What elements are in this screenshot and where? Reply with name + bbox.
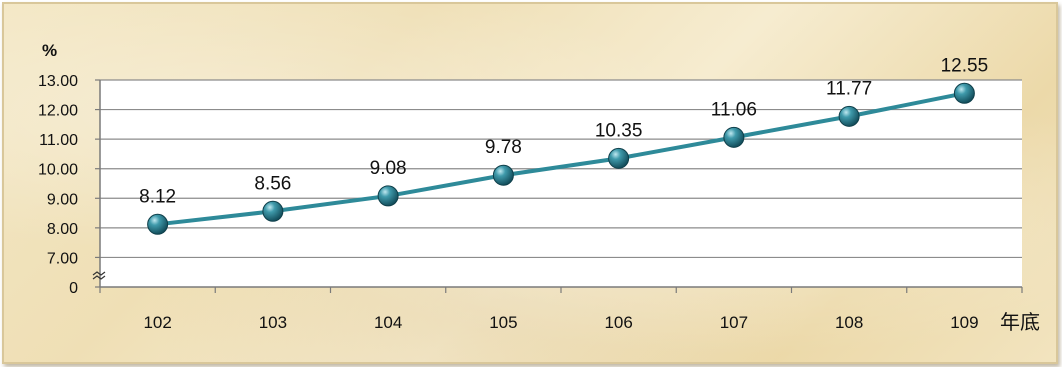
data-label: 11.77	[826, 78, 872, 99]
data-point-marker	[147, 213, 169, 235]
data-label: 11.06	[711, 99, 757, 120]
data-point-marker	[723, 126, 745, 148]
y-tick-label: 9.00	[47, 191, 78, 208]
x-tick-label: 103	[259, 313, 287, 332]
data-label: 9.78	[485, 137, 522, 158]
x-tick-label: 102	[143, 313, 171, 332]
gridlines	[100, 79, 1022, 259]
data-point-marker	[492, 164, 514, 186]
data-labels: 8.12 8.56 9.08 9.78 10.35 11.06 11.77 12.55	[139, 55, 988, 207]
x-tick-label: 109	[950, 313, 978, 332]
y-tick-label: 0	[69, 280, 78, 297]
data-label: 8.12	[139, 186, 176, 207]
x-tick-label: 104	[374, 313, 402, 332]
data-label: 9.08	[370, 158, 407, 179]
data-label: 8.56	[254, 173, 291, 194]
y-tick-label: 11.00	[39, 132, 78, 149]
y-axis-ticks: 13.00 12.00 11.00 10.00 9.00 8.00 7.00 0	[38, 73, 78, 297]
data-point-marker	[953, 82, 975, 104]
y-tick-label: 7.00	[47, 250, 78, 267]
axis-break-stroke	[92, 271, 106, 276]
y-tick-label: 8.00	[47, 221, 78, 238]
axis-break-stroke	[92, 275, 106, 280]
data-label: 10.35	[595, 120, 643, 141]
data-point-marker	[262, 200, 284, 222]
data-point-marker	[838, 105, 860, 127]
series-markers	[147, 82, 975, 235]
x-tick-label: 106	[604, 313, 632, 332]
series-line-path	[155, 91, 967, 227]
x-axis-unit: 年底	[1000, 310, 1040, 334]
axes	[95, 79, 1023, 293]
y-axis-unit: %	[42, 41, 57, 60]
data-point-marker	[377, 185, 399, 207]
x-tick-label: 105	[489, 313, 517, 332]
y-tick-label: 12.00	[38, 103, 78, 120]
data-point-marker	[608, 147, 630, 169]
axis-break-icon	[92, 271, 106, 280]
x-axis-ticks: 102 103 104 105 106 107 108 109	[143, 313, 978, 332]
y-tick-label: 10.00	[38, 162, 78, 179]
y-tick-label: 13.00	[38, 73, 78, 90]
data-label: 12.55	[941, 55, 989, 76]
x-tick-label: 107	[720, 313, 748, 332]
x-tick-label: 108	[835, 313, 863, 332]
series-line	[155, 91, 967, 227]
